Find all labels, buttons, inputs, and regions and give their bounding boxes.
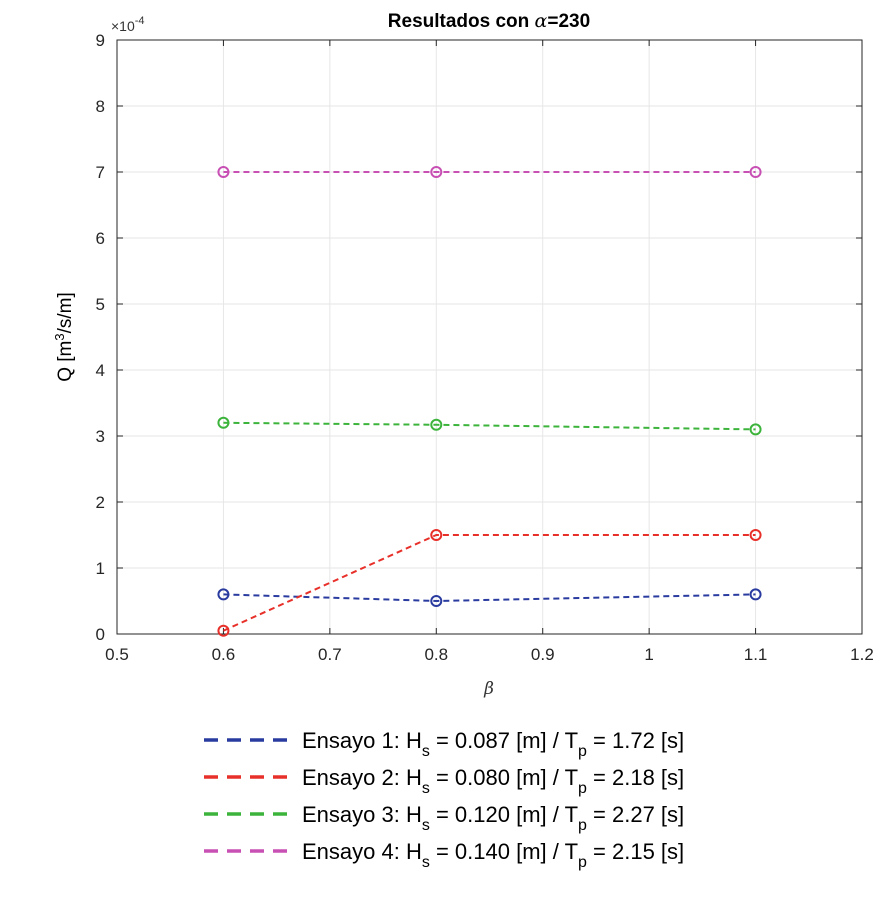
- legend-entry-label: Ensayo 4: Hs = 0.140 [m] / Tp = 2.15 [s]: [302, 839, 684, 871]
- y-tick-label: 5: [96, 295, 105, 314]
- data-point: [749, 588, 762, 601]
- y-axis-label: Q [m3/s/m]: [52, 292, 76, 382]
- legend-entry-label: Ensayo 3: Hs = 0.120 [m] / Tp = 2.27 [s]: [302, 802, 684, 834]
- y-tick-label: 1: [96, 559, 105, 578]
- x-tick-label: 0.6: [212, 645, 236, 664]
- y-tick-label: 6: [96, 229, 105, 248]
- data-point: [430, 418, 443, 431]
- legend: Ensayo 1: Hs = 0.087 [m] / Tp = 1.72 [s]…: [204, 728, 684, 871]
- series-lines: [217, 166, 762, 637]
- y-tick-label: 7: [96, 163, 105, 182]
- data-point: [217, 166, 230, 178]
- legend-entry-label: Ensayo 2: Hs = 0.080 [m] / Tp = 2.18 [s]: [302, 765, 684, 797]
- series-line-3: [223, 421, 756, 431]
- y-tick-label: 3: [96, 427, 105, 446]
- y-tick-label: 0: [96, 625, 105, 644]
- y-tick-label: 4: [96, 361, 105, 380]
- y-axis-multiplier: ×10-4: [111, 15, 145, 34]
- data-point: [217, 624, 230, 637]
- y-tick-label: 9: [96, 31, 105, 50]
- legend-entry-label: Ensayo 1: Hs = 0.087 [m] / Tp = 1.72 [s]: [302, 728, 684, 760]
- y-tick-label: 8: [96, 97, 105, 116]
- data-point: [430, 166, 443, 178]
- y-tick-label: 2: [96, 493, 105, 512]
- x-tick-label: 0.5: [105, 645, 129, 664]
- plot-area-frame: [116, 39, 863, 635]
- data-point: [430, 595, 443, 607]
- x-tick-label: 0.8: [424, 645, 448, 664]
- data-point: [749, 423, 762, 436]
- x-tick-label: 0.7: [318, 645, 342, 664]
- data-point: [217, 588, 230, 601]
- chart-title: Resultados con α=230: [388, 10, 590, 32]
- grid: [116, 39, 863, 635]
- x-tick-label: 0.9: [531, 645, 555, 664]
- data-point: [749, 529, 762, 541]
- data-point: [217, 416, 230, 429]
- x-tick-label: 1.2: [850, 645, 874, 664]
- axis-ticks: 0.5 0.6 0.7 0.8 0.9 1 1.1 1.2 0 1 2 3 4 5 6 7 8 9: [96, 31, 874, 664]
- x-tick-label: 1: [644, 645, 653, 664]
- data-point: [749, 166, 762, 178]
- series-line-1: [223, 593, 756, 603]
- x-tick-label: 1.1: [744, 645, 768, 664]
- x-axis-label: β: [483, 679, 494, 699]
- data-point: [430, 529, 443, 541]
- series-line-2: [223, 534, 756, 632]
